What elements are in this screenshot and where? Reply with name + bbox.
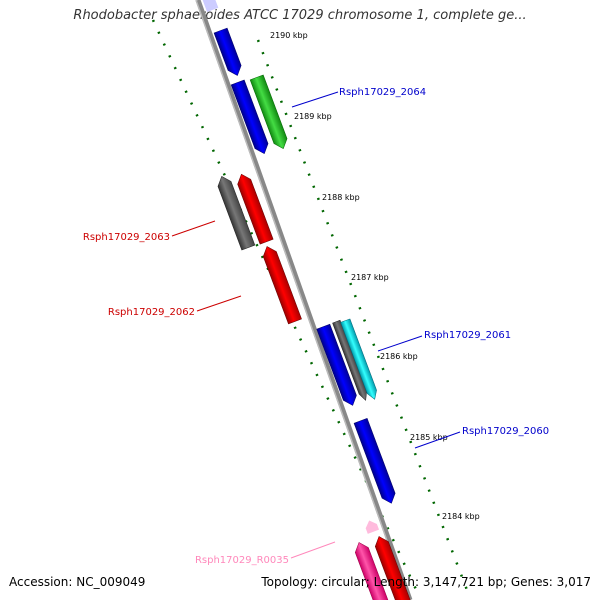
gene-label-rsph17029-2062[interactable]: Rsph17029_2062	[108, 307, 195, 318]
kbp-tick-2189: 2189 kbp	[294, 112, 332, 121]
gene-label-rsph17029-2063[interactable]: Rsph17029_2063	[83, 232, 170, 243]
kbp-tick-2188: 2188 kbp	[322, 193, 360, 202]
gene-arrow-blue-c[interactable]	[316, 323, 360, 408]
leader-2062	[196, 295, 242, 312]
chromosome-backbone	[195, 0, 413, 600]
gene-arrow-top-blue[interactable]	[202, 0, 219, 12]
kbp-scale: 2190 kbp 2189 kbp 2188 kbp 2187 kbp 2186…	[270, 31, 480, 521]
gc-content-track	[151, 19, 472, 599]
gene-label-leaders	[171, 91, 461, 559]
kbp-tick-2187: 2187 kbp	[351, 273, 389, 282]
gene-features[interactable]	[202, 0, 414, 600]
kbp-tick-2190: 2190 kbp	[270, 31, 308, 40]
accession-label: Accession: NC_009049	[9, 575, 146, 589]
kbp-tick-2185: 2185 kbp	[410, 433, 448, 442]
gene-label-rsph17029-r0035[interactable]: Rsph17029_R0035	[195, 555, 289, 566]
gene-arrow-blue-b[interactable]	[230, 79, 271, 156]
gene-label-rsph17029-2064[interactable]: Rsph17029_2064	[339, 87, 426, 98]
gene-arrow-rsph17029-2061[interactable]	[340, 318, 380, 401]
leader-2064	[291, 91, 339, 108]
gene-label-rsph17029-2061[interactable]: Rsph17029_2061	[424, 330, 511, 341]
leader-2061	[377, 335, 423, 352]
map-title: Rhodobacter sphaeroides ATCC 17029 chrom…	[73, 8, 527, 23]
kbp-tick-2184: 2184 kbp	[442, 512, 480, 521]
gene-arrow-gray-thin[interactable]	[332, 319, 370, 401]
gene-labels[interactable]: Rsph17029_2064 Rsph17029_2063 Rsph17029_…	[83, 87, 549, 566]
gene-arrow-rsph17029-r0035-tip[interactable]	[364, 518, 380, 534]
leader-r0035	[290, 541, 336, 559]
gene-arrow-red-bottom[interactable]	[372, 534, 414, 600]
gene-arrow-blue-a[interactable]	[213, 27, 244, 78]
gene-arrow-red-a[interactable]	[235, 172, 274, 245]
leader-2063	[171, 220, 216, 237]
gene-arrow-rsph17029-2062[interactable]	[260, 244, 302, 325]
genome-summary-label: Topology: circular; Length: 3,147,721 bp…	[261, 575, 591, 589]
chromosome-backbone-highlight	[195, 0, 409, 600]
kbp-tick-2186: 2186 kbp	[380, 352, 418, 361]
gene-arrow-rsph17029-2063[interactable]	[215, 174, 256, 251]
leader-2060	[414, 431, 461, 449]
gene-arrow-rsph17029-2060[interactable]	[353, 418, 398, 505]
gene-label-rsph17029-2060[interactable]: Rsph17029_2060	[462, 426, 549, 437]
gene-arrow-rsph17029-2064[interactable]	[249, 74, 290, 151]
gene-arrow-rsph17029-r0035[interactable]	[352, 540, 394, 600]
